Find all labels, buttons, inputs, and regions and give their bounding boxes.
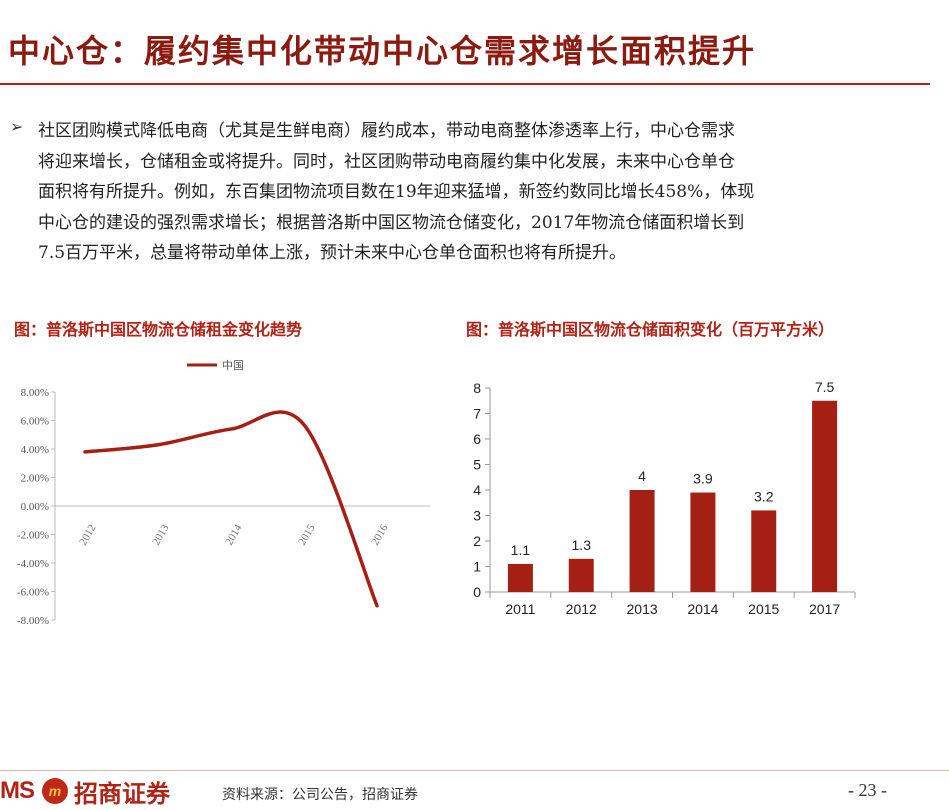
y-tick-label: 4	[473, 482, 481, 498]
x-tick-label: 2013	[627, 601, 658, 617]
y-tick-label: 8	[473, 380, 481, 396]
bar	[568, 558, 594, 592]
bar	[812, 400, 838, 592]
bar	[690, 492, 716, 592]
data-label: 3.2	[754, 488, 774, 504]
logo-text: MS	[0, 777, 35, 804]
legend-label: 中国	[222, 359, 244, 372]
bar	[751, 510, 777, 592]
data-label: 1.3	[572, 537, 592, 553]
page-title: 中心仓：履约集中化带动中心仓需求增长面积提升	[8, 32, 757, 70]
bar	[629, 490, 655, 592]
y-tick-label: -4.00%	[17, 558, 49, 570]
bar	[507, 563, 533, 592]
y-tick-label: -2.00%	[17, 530, 49, 542]
data-label: 3.9	[693, 471, 713, 487]
y-tick-label: 0.00%	[21, 501, 49, 513]
y-tick-label: 6.00%	[21, 416, 49, 428]
paragraph-line: 将迎来增长，仓储租金或将提升。同时，社区团购带动电商履约集中化发展，未来中心仓单…	[38, 151, 735, 172]
y-tick-label: 3	[473, 508, 481, 524]
paragraph-line: 社区团购模式降低电商（尤其是生鲜电商）履约成本，带动电商整体渗透率上行，中心仓需…	[38, 121, 735, 141]
rent-line-chart: 中国 8.00% 6.00% 4.00% 2.00% 0.00% -2.00% -4.00% -…	[17, 359, 430, 627]
x-tick-label: 2014	[223, 522, 245, 547]
y-tick-label: 8.00%	[21, 387, 49, 399]
paragraph-line: 7.5百万平米，总量将带动单体上涨，预计未来中心仓单仓面积也将有所提升。	[38, 243, 627, 263]
y-tick-label: 6	[473, 431, 481, 447]
body-paragraph: 社区团购模式降低电商（尤其是生鲜电商）履约成本，带动电商整体渗透率上行，中心仓需…	[38, 116, 918, 269]
left-figure-title: 图：普洛斯中国区物流仓储租金变化趋势	[14, 320, 303, 339]
x-tick-label: 2011	[505, 601, 535, 617]
x-tick-label: 2015	[296, 522, 318, 547]
x-tick-label: 2012	[77, 522, 98, 547]
arrow-bullet-icon: ➢	[10, 117, 24, 136]
y-tick-label: 2	[473, 533, 481, 549]
x-tick-label: 2012	[566, 601, 597, 617]
company-logo: MS m 招商证券	[0, 774, 170, 808]
series-line-china	[83, 410, 379, 608]
y-tick-label: 1	[473, 559, 481, 575]
data-label: 1.1	[511, 542, 531, 558]
y-tick-label: -6.00%	[17, 587, 49, 599]
right-figure-title: 图：普洛斯中国区物流仓储面积变化（百万平方米）	[466, 320, 835, 339]
logo-mark-icon: m	[42, 778, 68, 804]
x-tick-label: 2013	[150, 522, 172, 547]
source-note: 资料来源：公司公告，招商证券	[222, 787, 418, 803]
logo-chinese-name: 招商证券	[74, 778, 170, 808]
y-tick-label: 0	[473, 584, 481, 600]
x-tick-label: 2016	[369, 522, 391, 547]
y-tick-label: 7	[473, 406, 481, 422]
paragraph-line: 中心仓的建设的强烈需求增长；根据普洛斯中国区物流仓储变化，2017年物流仓储面积…	[38, 212, 745, 233]
y-tick-label: -8.00%	[17, 615, 49, 627]
footer-divider	[0, 770, 949, 771]
area-bar-chart: 8 7 6 5 4 3 2 1 0 1.1 2011 1.3 2012 4 2013 3.9 2014 3.2 20…	[473, 379, 856, 617]
title-divider	[0, 83, 930, 85]
y-tick-label: 4.00%	[21, 444, 49, 456]
data-label: 7.5	[815, 379, 835, 395]
data-label: 4	[638, 468, 646, 484]
paragraph-line: 面积将有所提升。例如，东百集团物流项目数在19年迎来猛增，新签约数同比增长458…	[38, 182, 755, 202]
y-tick-label: 5	[473, 457, 481, 473]
page-number: - 23 -	[848, 780, 887, 800]
x-tick-label: 2017	[809, 601, 840, 617]
x-tick-label: 2014	[687, 601, 718, 617]
y-tick-label: 2.00%	[21, 473, 49, 485]
x-tick-label: 2015	[748, 601, 779, 617]
